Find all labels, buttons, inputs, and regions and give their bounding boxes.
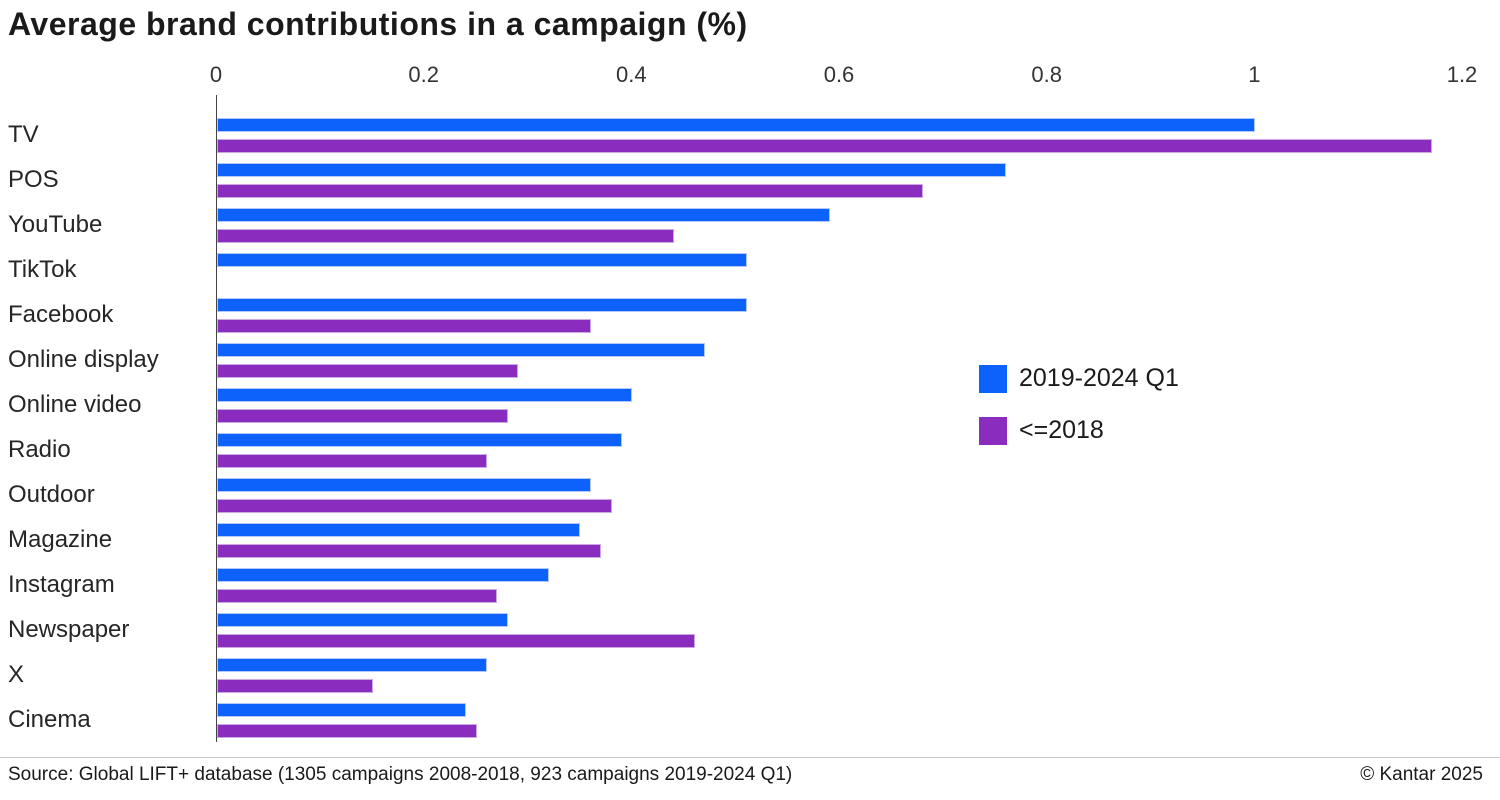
bar-2019-2024-q1-radio	[217, 433, 622, 447]
bar-2018-outdoor	[217, 499, 612, 513]
category-label-radio: Radio	[8, 436, 71, 463]
legend-label: 2019-2024 Q1	[1019, 364, 1179, 392]
chart-title: Average brand contributions in a campaig…	[8, 6, 748, 42]
bar-2018-radio	[217, 454, 487, 468]
x-tick-1: 1	[1248, 62, 1261, 87]
legend-swatch-blue	[979, 364, 1007, 393]
legend-label: <=2018	[1019, 416, 1104, 444]
bar-2019-2024-q1-magazine	[217, 523, 580, 537]
footer-divider	[0, 757, 1500, 758]
bar-2019-2024-q1-tv	[217, 118, 1255, 132]
x-tick-0: 0	[209, 62, 223, 87]
bar-2018-magazine	[217, 544, 601, 558]
x-tick-0-2: 0.2	[408, 62, 439, 87]
bar-2018-pos	[217, 184, 923, 198]
bar-2018-x	[217, 679, 373, 693]
category-label-newspaper: Newspaper	[8, 616, 130, 643]
bar-2019-2024-q1-online-display	[217, 343, 705, 357]
bar-2019-2024-q1-pos	[217, 163, 1006, 177]
x-tick-0-6: 0.6	[823, 62, 855, 87]
bar-2019-2024-q1-instagram	[217, 568, 549, 582]
category-label-online-display: Online display	[8, 346, 159, 373]
bar-2019-2024-q1-tiktok	[217, 253, 747, 267]
bar-2019-2024-q1-x	[217, 658, 487, 672]
category-label-instagram: Instagram	[8, 571, 115, 598]
bar-2018-newspaper	[217, 634, 695, 648]
category-label-x: X	[8, 661, 25, 688]
category-label-cinema: Cinema	[8, 706, 91, 733]
category-label-facebook: Facebook	[8, 301, 114, 328]
y-axis-line	[216, 95, 217, 742]
category-label-outdoor: Outdoor	[8, 481, 95, 508]
bar-2018-cinema	[217, 724, 477, 738]
category-label-youtube: YouTube	[8, 211, 103, 238]
category-label-tv: TV	[8, 121, 39, 148]
bar-2019-2024-q1-youtube	[217, 208, 830, 222]
bar-2018-online-display	[217, 364, 518, 378]
bar-2018-youtube	[217, 229, 674, 243]
category-label-online-video: Online video	[8, 391, 142, 418]
x-tick-1-2: 1.2	[1446, 62, 1478, 87]
bar-2019-2024-q1-outdoor	[217, 478, 591, 492]
legend-item-2019-2024-q1: 2019-2024 Q1	[979, 364, 1179, 393]
bar-2019-2024-q1-cinema	[217, 703, 466, 717]
category-label-tiktok: TikTok	[8, 256, 77, 283]
footer-source-text: Source: Global LIFT+ database (1305 camp…	[8, 764, 793, 785]
bar-2019-2024-q1-facebook	[217, 298, 747, 312]
x-tick-0-4: 0.4	[616, 62, 647, 87]
category-label-pos: POS	[8, 166, 59, 193]
legend-item-pre-2018: <=2018	[979, 416, 1104, 445]
bar-2018-facebook	[217, 319, 591, 333]
bar-2019-2024-q1-newspaper	[217, 613, 508, 627]
bar-2018-online-video	[217, 409, 508, 423]
legend-swatch-purple	[979, 416, 1007, 445]
footer-copyright-text: © Kantar 2025	[1360, 764, 1483, 785]
category-label-magazine: Magazine	[8, 526, 113, 553]
bar-2019-2024-q1-online-video	[217, 388, 632, 402]
x-tick-0-8: 0.8	[1031, 62, 1062, 87]
bar-2018-instagram	[217, 589, 497, 603]
bar-2018-tv	[217, 139, 1432, 153]
